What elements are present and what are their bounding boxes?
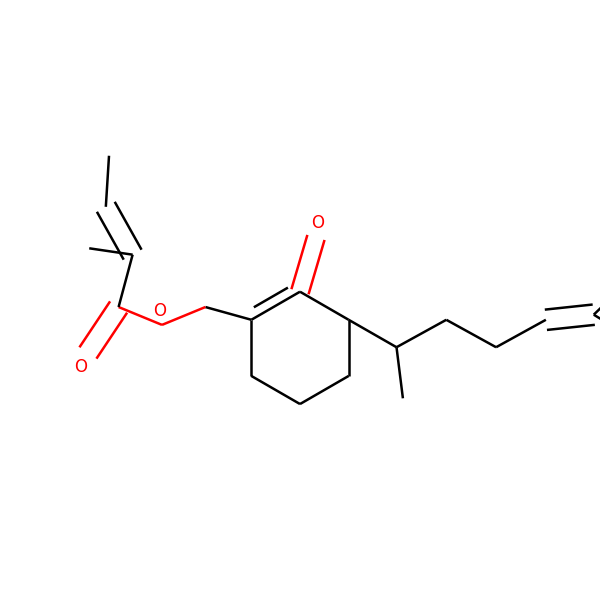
Text: O: O: [153, 302, 166, 320]
Text: O: O: [74, 358, 87, 376]
Text: O: O: [311, 214, 324, 232]
